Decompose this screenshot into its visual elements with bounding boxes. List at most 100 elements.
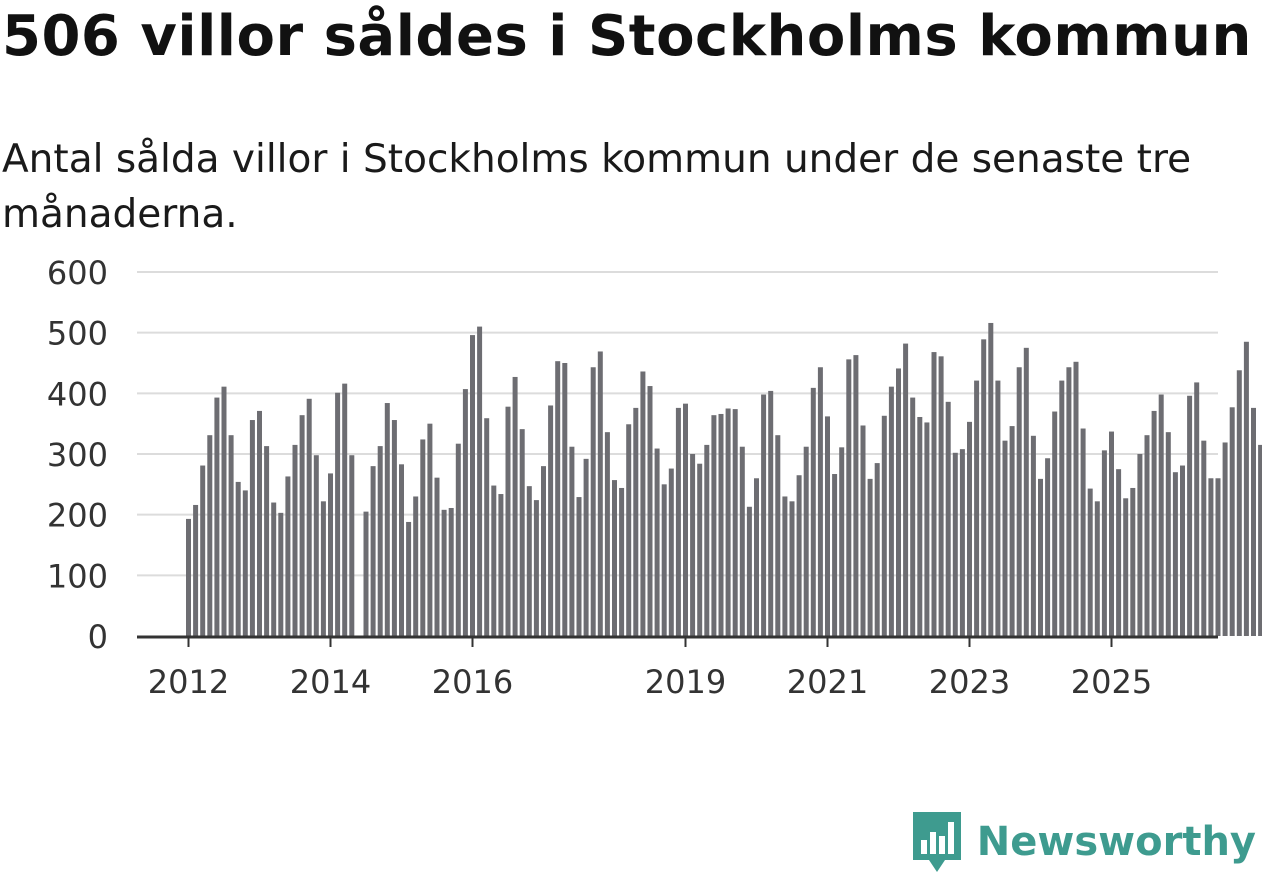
bar (959, 449, 965, 636)
bar (597, 351, 603, 636)
x-tick-label: 2023 (929, 663, 1010, 701)
y-tick-label: 100 (47, 557, 108, 595)
bar (1123, 498, 1129, 636)
bar (377, 446, 383, 636)
bar (910, 397, 916, 636)
chart-subtitle: Antal sålda villor i Stockholms kommun u… (2, 137, 1192, 237)
bar (604, 432, 610, 636)
bar (278, 512, 284, 636)
bar (1052, 411, 1058, 636)
y-tick-label: 400 (47, 375, 108, 413)
x-tick-label: 2025 (1071, 663, 1152, 701)
bar (477, 326, 483, 636)
bar (1251, 407, 1256, 636)
bar (1009, 426, 1015, 636)
bar (455, 443, 461, 636)
bar (903, 343, 909, 636)
bar (1116, 469, 1122, 636)
bar (612, 480, 617, 636)
x-tick-label: 2012 (148, 663, 229, 701)
bar (1130, 487, 1136, 636)
bar (1023, 347, 1029, 636)
bar (285, 476, 291, 636)
bar (221, 386, 227, 636)
x-tick-label: 2014 (290, 663, 371, 701)
bar (533, 500, 539, 636)
bar (619, 487, 625, 636)
bar (498, 494, 504, 636)
bar (427, 423, 433, 636)
bar (839, 447, 845, 636)
bar (1180, 465, 1185, 636)
bar (746, 506, 752, 636)
bar (1045, 458, 1051, 636)
bar (782, 496, 788, 636)
bar (1087, 488, 1093, 636)
bar (328, 473, 333, 636)
bar (320, 501, 326, 636)
bar (257, 410, 262, 636)
bar (810, 387, 816, 636)
bar (519, 429, 525, 636)
bar (860, 425, 866, 636)
bar (1101, 450, 1107, 636)
bar (768, 390, 774, 636)
bar (434, 477, 440, 636)
bar (718, 413, 724, 636)
bar (704, 444, 710, 636)
bar (995, 380, 1001, 636)
bar (1194, 382, 1200, 636)
bar (384, 403, 390, 636)
bar-chart-speech-bubble-icon (912, 812, 961, 872)
bar (917, 416, 923, 636)
bar (441, 509, 447, 636)
bar (881, 415, 887, 636)
y-tick-label: 500 (47, 315, 108, 353)
bars (186, 322, 1262, 636)
bar (526, 486, 532, 636)
y-tick-label: 200 (47, 497, 108, 535)
y-axis-tick-labels: 0 100 200 300 400 500 600 (47, 254, 108, 656)
bar (761, 394, 767, 636)
bar (1165, 432, 1171, 636)
bar (967, 421, 972, 636)
bar (952, 452, 958, 636)
bar (406, 521, 412, 636)
brand-name: Newsworthy (976, 819, 1256, 865)
bar (200, 465, 206, 636)
bar (633, 407, 639, 636)
bar (1094, 501, 1100, 636)
y-tick-label: 300 (47, 436, 108, 474)
bar (1137, 454, 1143, 636)
bar (548, 405, 554, 636)
bar (363, 511, 369, 636)
bar (803, 446, 809, 636)
bar (1073, 361, 1079, 636)
bar (661, 484, 667, 636)
bar (988, 322, 994, 636)
bar (491, 485, 497, 636)
y-tick-label: 600 (47, 254, 108, 292)
bar (1215, 478, 1221, 636)
bar (249, 420, 255, 636)
bar (817, 367, 823, 636)
bar (754, 478, 759, 636)
bar (555, 361, 561, 636)
bar (1030, 435, 1036, 636)
bar (796, 475, 802, 636)
bar (413, 496, 419, 636)
bar (931, 352, 937, 636)
newsworthy-logo[interactable]: Newsworthy (912, 809, 1256, 875)
bar (228, 435, 234, 636)
bar (214, 397, 220, 636)
bar (1158, 394, 1164, 636)
bar (1258, 444, 1262, 636)
bar (896, 368, 901, 636)
bar (1172, 472, 1178, 636)
bar (711, 415, 717, 636)
bar (306, 398, 312, 636)
bar (1222, 442, 1228, 636)
bar (576, 497, 582, 636)
bar (974, 380, 980, 636)
bar (1236, 370, 1242, 636)
